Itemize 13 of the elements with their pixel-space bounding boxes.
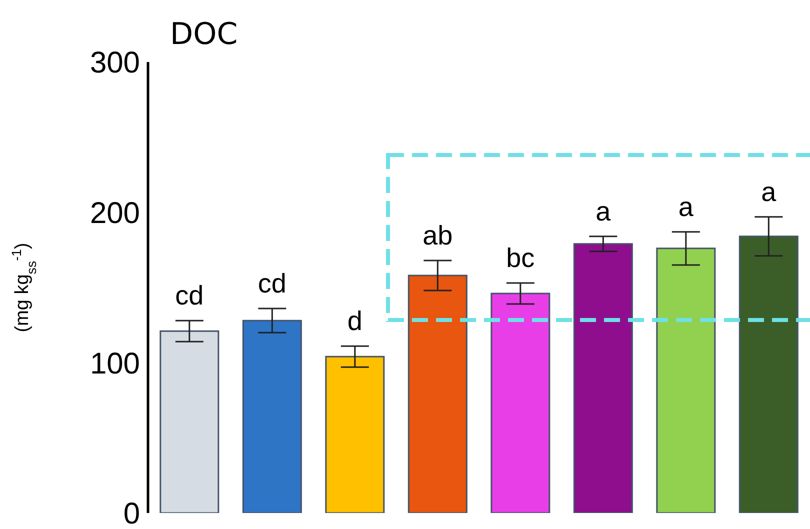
data-label: a <box>678 192 694 222</box>
y-tick-label: 0 <box>123 498 140 529</box>
y-tick-label: 300 <box>90 46 140 80</box>
data-label: bc <box>506 242 535 273</box>
data-label: a <box>596 196 612 226</box>
chart-title: DOC <box>170 17 238 52</box>
data-label: cd <box>258 268 286 299</box>
data-label: a <box>761 176 778 207</box>
y-tick-label: 100 <box>90 347 140 380</box>
y-tick-label: 200 <box>90 196 140 230</box>
data-label: ab <box>422 220 453 250</box>
data-label: cd <box>175 280 204 311</box>
data-label: d <box>347 306 362 336</box>
